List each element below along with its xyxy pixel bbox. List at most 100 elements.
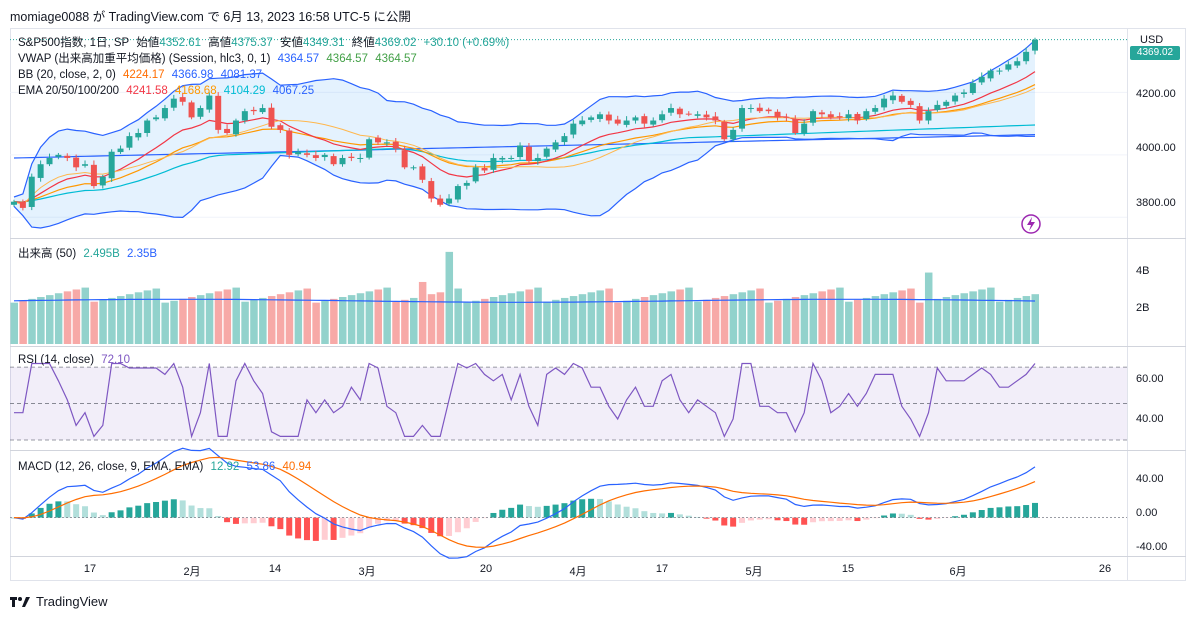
candle-body	[765, 109, 772, 112]
volume-legend[interactable]: 出来高 (50) 2.495B 2.35B	[18, 247, 161, 262]
candle-body	[1005, 64, 1012, 70]
candle-body	[463, 182, 470, 186]
macd-line-value: 53.86	[246, 461, 276, 473]
candle-body	[108, 151, 115, 179]
tradingview-footer[interactable]: TradingView	[10, 594, 108, 609]
volume-bar	[782, 298, 791, 344]
macd-histogram-bar	[774, 517, 781, 521]
volume-bar	[143, 290, 152, 344]
volume-bar	[871, 296, 880, 344]
candle-body	[392, 141, 399, 149]
candle-body	[827, 114, 834, 118]
low-value: 4349.31	[302, 37, 345, 49]
candle-body	[99, 176, 106, 186]
volume-bar	[259, 297, 267, 344]
volume-bar	[214, 291, 223, 344]
brand-label: TradingView	[36, 594, 108, 609]
volume-bar	[685, 287, 693, 344]
candle-body	[561, 136, 568, 143]
time-tick: 6月	[949, 566, 967, 578]
ema-legend[interactable]: EMA 20/50/100/200 4241.58 4168.68 4104.2…	[18, 84, 318, 99]
vwap-legend[interactable]: VWAP (出来高加重平均価格) (Session, hlc3, 0, 1) 4…	[18, 52, 421, 67]
macd-histogram-bar	[818, 517, 825, 522]
candle-body	[268, 107, 275, 127]
open-value: 4352.61	[159, 37, 201, 49]
macd-histogram-bar	[881, 515, 888, 518]
volume-bar	[703, 299, 711, 344]
volume-bar	[410, 297, 418, 344]
volume-bar	[303, 288, 311, 344]
rsi-legend[interactable]: RSI (14, close) 72.10	[18, 353, 134, 368]
volume-bar	[294, 290, 303, 344]
candle-body	[641, 116, 648, 124]
candle-body	[987, 70, 994, 79]
ema100-line	[13, 124, 1036, 203]
volume-bar	[649, 295, 658, 344]
volume-bar	[125, 294, 134, 344]
macd-histogram-bar	[357, 517, 364, 534]
candle-body	[295, 151, 302, 155]
volume-bar	[809, 293, 818, 344]
candle-body	[898, 95, 905, 102]
candle-body	[960, 92, 967, 94]
volume-bar	[960, 293, 968, 344]
volume-bar	[276, 294, 285, 344]
candle-body	[721, 121, 728, 140]
volume-bar	[987, 287, 995, 344]
vwap-name: VWAP (出来高加重平均価格) (Session, hlc3, 0, 1)	[18, 53, 271, 65]
ema50-line	[13, 84, 1036, 203]
macd-histogram-bar	[277, 517, 284, 530]
vwap-lower-value: 4364.57	[375, 53, 417, 65]
candle-body	[543, 148, 550, 157]
candle-body	[383, 142, 390, 144]
candle-body	[144, 120, 151, 133]
volume-bar	[374, 289, 383, 344]
candle-body	[357, 157, 364, 159]
candle-body	[881, 98, 888, 108]
candle-body	[428, 181, 435, 199]
macd-histogram-bar	[339, 517, 346, 538]
volume-bar	[587, 292, 596, 344]
macd-histogram-bar	[854, 517, 861, 522]
candle-body	[685, 113, 692, 115]
main-legend[interactable]: S&P500指数, 1日, SP 始値4352.61 高値4375.37 安値4…	[18, 36, 513, 51]
ema-name: EMA 20/50/100/200	[18, 85, 120, 97]
macd-histogram-bar	[224, 517, 231, 523]
macd-histogram-bar	[410, 517, 417, 526]
candle-body	[446, 198, 453, 204]
macd-histogram-bar	[28, 513, 35, 518]
volume-bar	[942, 297, 951, 344]
bb-legend[interactable]: BB (20, close, 2, 0) 4224.17 4366.98 408…	[18, 68, 266, 83]
macd-histogram-bar	[827, 517, 834, 522]
time-tick: 17	[83, 563, 97, 575]
macd-histogram-bar	[117, 510, 124, 518]
macd-histogram-bar	[889, 513, 896, 518]
volume-bar	[321, 300, 329, 344]
rsi-value: 72.10	[101, 354, 131, 366]
macd-histogram-bar	[1032, 502, 1038, 518]
bb-upper-line	[13, 39, 1036, 198]
volume-ma-value: 2.35B	[127, 248, 158, 260]
macd-histogram-bar	[490, 512, 497, 518]
bb-lower-value: 4081.37	[220, 69, 263, 81]
volume-ma-line	[13, 298, 1036, 303]
candle-body	[845, 114, 852, 119]
macd-histogram-bar	[73, 504, 80, 518]
candle-body	[401, 150, 408, 168]
macd-histogram-bar	[712, 517, 719, 521]
volume-bar	[99, 299, 107, 344]
candle-body	[694, 114, 701, 116]
candle-body	[614, 119, 621, 124]
symbol-label: S&P500指数, 1日, SP	[18, 37, 130, 49]
volume-bar	[267, 296, 276, 344]
macd-histogram-bar	[978, 510, 985, 518]
macd-legend[interactable]: MACD (12, 26, close, 9, EMA, EMA) 12.92 …	[18, 460, 315, 475]
macd-histogram-bar	[232, 517, 239, 524]
macd-histogram-bar	[295, 517, 302, 539]
volume-bar	[534, 287, 542, 344]
volume-bar	[853, 299, 862, 344]
candle-body	[1014, 61, 1021, 66]
volume-bar	[188, 297, 196, 344]
macd-histogram-bar	[330, 517, 337, 540]
